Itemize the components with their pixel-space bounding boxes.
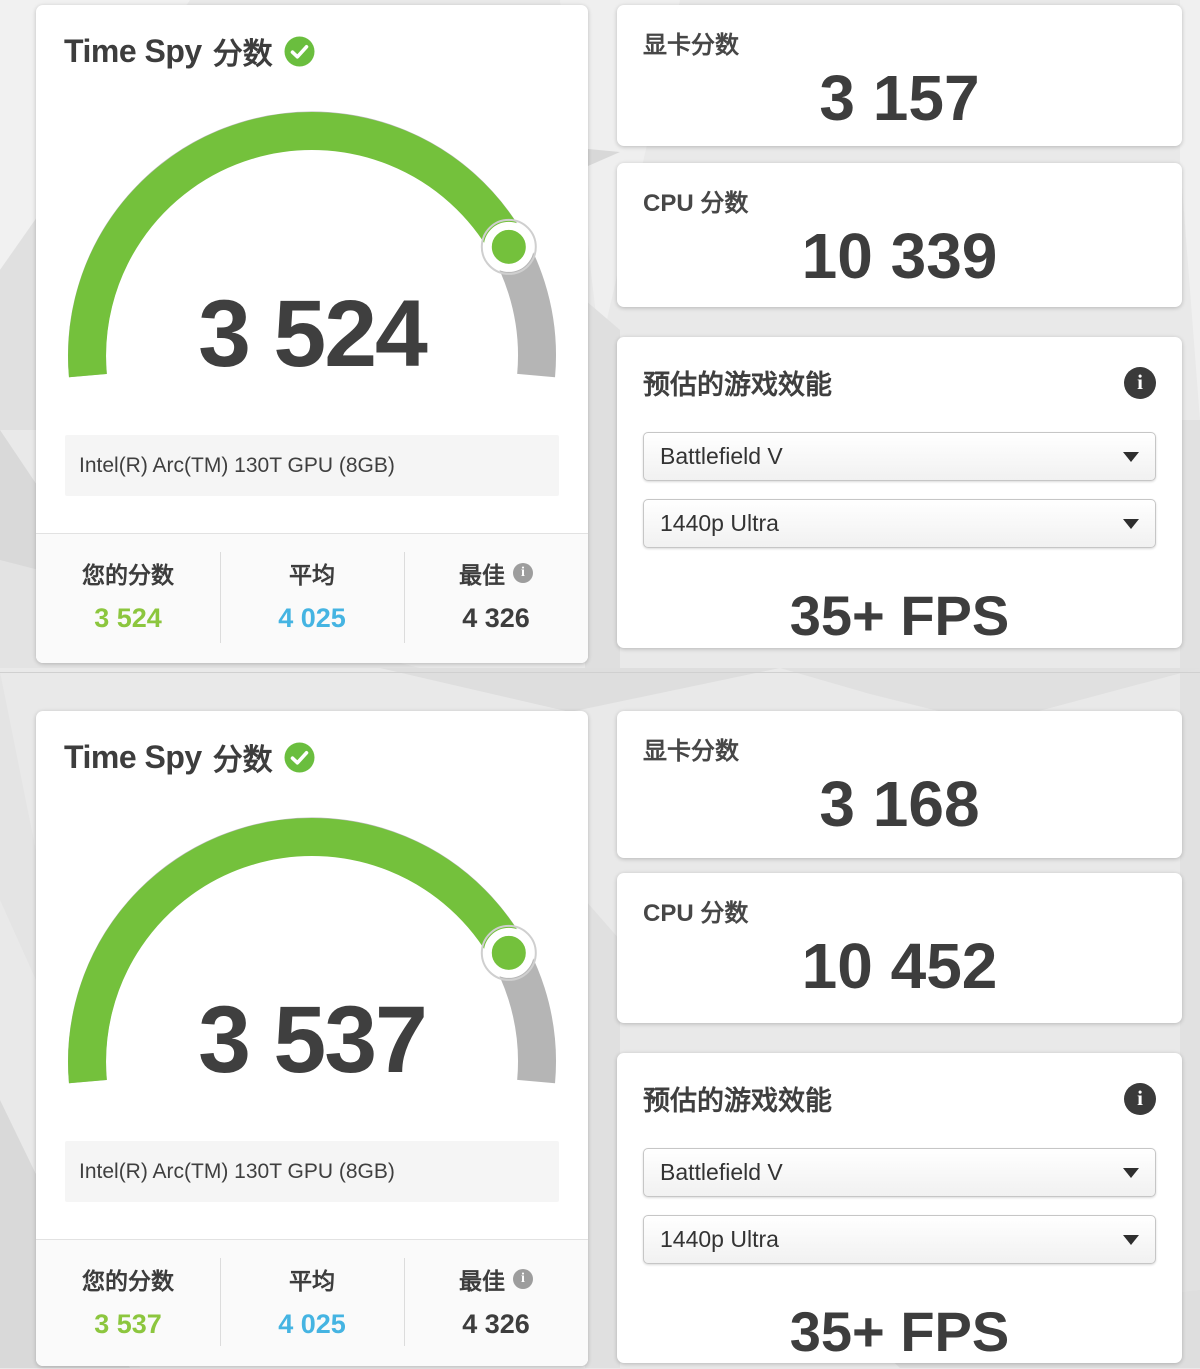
score-comparison-bar: 您的分数 3 537 平均 4 025 最佳 i 4 326	[36, 1239, 588, 1366]
score-gauge: 3 524	[36, 101, 588, 409]
game-select-value: Battlefield V	[660, 1159, 783, 1185]
game-select-value: Battlefield V	[660, 443, 783, 469]
info-icon[interactable]: i	[513, 563, 533, 583]
average-score-value: 4 025	[278, 1309, 346, 1339]
benchmark-name: Time Spy	[64, 32, 202, 69]
chevron-down-icon	[1123, 518, 1139, 529]
best-score-value: 4 326	[462, 1309, 530, 1339]
benchmark-result-panel-1: Time Spy 分数 3 524 Intel(R) Arc(TM) 130T …	[0, 0, 1200, 672]
your-score-label: 您的分数	[82, 562, 174, 588]
card-title: Time Spy 分数	[36, 5, 588, 73]
your-score-label: 您的分数	[82, 1268, 174, 1294]
cpu-score-card: CPU 分数 10 339	[617, 163, 1182, 307]
graphics-score-value: 3 168	[819, 768, 980, 840]
average-score-value: 4 025	[278, 603, 346, 633]
chevron-down-icon	[1123, 1167, 1139, 1178]
gpu-name: Intel(R) Arc(TM) 130T GPU (8GB)	[79, 1159, 395, 1183]
graphics-score-label: 显卡分数	[643, 738, 739, 765]
your-score-value: 3 524	[94, 603, 162, 633]
graphics-score-card: 显卡分数 3 157	[617, 5, 1182, 146]
estimated-fps: 35+ FPS	[789, 584, 1010, 647]
best-score-label: 最佳 i	[404, 556, 588, 590]
cpu-score-label: CPU 分数	[643, 900, 749, 927]
game-performance-title: 预估的游戏效能	[643, 1086, 832, 1116]
overall-score: 3 537	[198, 987, 428, 1093]
your-score-stat: 您的分数 3 537	[36, 1240, 220, 1366]
your-score-stat: 您的分数 3 524	[36, 534, 220, 663]
score-gauge: 3 537	[36, 807, 588, 1115]
gpu-name-box: Intel(R) Arc(TM) 130T GPU (8GB)	[65, 1141, 559, 1202]
average-score-label: 平均	[289, 1268, 335, 1294]
benchmark-name-zh: 分数	[212, 744, 273, 777]
estimated-fps: 35+ FPS	[789, 1300, 1010, 1363]
gpu-name: Intel(R) Arc(TM) 130T GPU (8GB)	[79, 453, 395, 477]
benchmark-result-panel-2: Time Spy 分数 3 537 Intel(R) Arc(TM) 130T …	[0, 672, 1200, 1369]
resolution-preset-select[interactable]: 1440p Ultra	[643, 1215, 1156, 1264]
graphics-score-card: 显卡分数 3 168	[617, 711, 1182, 858]
gpu-name-box: Intel(R) Arc(TM) 130T GPU (8GB)	[65, 435, 559, 496]
valid-result-check-icon	[284, 742, 315, 773]
your-score-value: 3 537	[94, 1309, 162, 1339]
benchmark-name-zh: 分数	[212, 38, 273, 71]
cpu-score-value: 10 339	[801, 220, 998, 292]
overall-score: 3 524	[198, 281, 428, 387]
cpu-score-label: CPU 分数	[643, 190, 749, 217]
chevron-down-icon	[1123, 451, 1139, 462]
benchmark-name: Time Spy	[64, 738, 202, 775]
cpu-score-value: 10 452	[801, 930, 998, 1002]
gauge-knob-shadow	[480, 924, 537, 981]
best-score-label-text: 最佳	[459, 562, 505, 588]
best-score-label: 最佳 i	[404, 1262, 588, 1296]
best-score-label-text: 最佳	[459, 1268, 505, 1294]
estimated-game-performance-card: 预估的游戏效能 i Battlefield V 1440p Ultra 35+ …	[617, 1053, 1182, 1363]
info-icon[interactable]: i	[1124, 366, 1156, 399]
gauge-knob-shadow	[480, 218, 537, 275]
game-performance-header: 预估的游戏效能 i	[643, 337, 1156, 402]
gauge-knob	[483, 221, 534, 272]
game-performance-title: 预估的游戏效能	[643, 370, 832, 400]
average-score-stat: 平均 4 025	[220, 1240, 404, 1366]
game-select[interactable]: Battlefield V	[643, 432, 1156, 481]
gauge-knob	[483, 927, 534, 978]
game-performance-header: 预估的游戏效能 i	[643, 1053, 1156, 1118]
average-score-label: 平均	[289, 562, 335, 588]
timespy-score-card: Time Spy 分数 3 537 Intel(R) Arc(TM) 130T …	[36, 711, 588, 1366]
graphics-score-value: 3 157	[819, 62, 980, 134]
resolution-preset-select[interactable]: 1440p Ultra	[643, 499, 1156, 548]
timespy-score-card: Time Spy 分数 3 524 Intel(R) Arc(TM) 130T …	[36, 5, 588, 663]
estimated-game-performance-card: 预估的游戏效能 i Battlefield V 1440p Ultra 35+ …	[617, 337, 1182, 648]
best-score-stat: 最佳 i 4 326	[404, 534, 588, 663]
valid-result-check-icon	[284, 36, 315, 67]
graphics-score-label: 显卡分数	[643, 32, 739, 59]
info-icon[interactable]: i	[513, 1269, 533, 1289]
best-score-value: 4 326	[462, 603, 530, 633]
card-title: Time Spy 分数	[36, 711, 588, 779]
info-icon[interactable]: i	[1124, 1082, 1156, 1115]
game-select[interactable]: Battlefield V	[643, 1148, 1156, 1197]
resolution-preset-value: 1440p Ultra	[660, 1226, 779, 1252]
average-score-stat: 平均 4 025	[220, 534, 404, 663]
cpu-score-card: CPU 分数 10 452	[617, 873, 1182, 1023]
resolution-preset-value: 1440p Ultra	[660, 510, 779, 536]
score-comparison-bar: 您的分数 3 524 平均 4 025 最佳 i 4 326	[36, 533, 588, 663]
best-score-stat: 最佳 i 4 326	[404, 1240, 588, 1366]
chevron-down-icon	[1123, 1234, 1139, 1245]
